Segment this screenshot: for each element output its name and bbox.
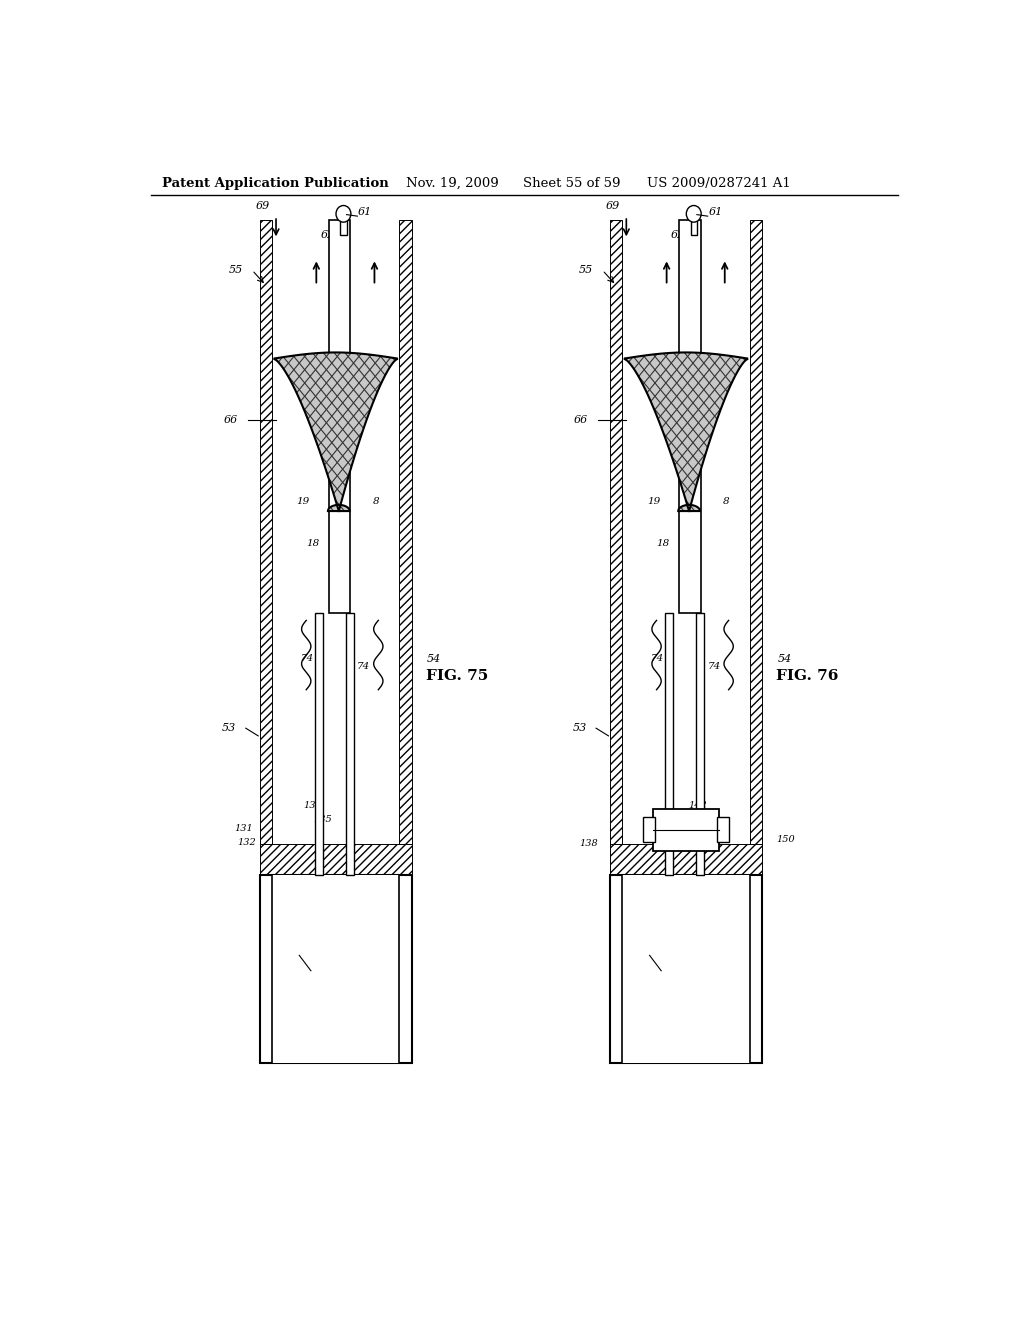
Bar [610,843,762,875]
Text: 132: 132 [238,838,256,846]
Bar [329,220,350,612]
Bar [260,220,272,843]
Bar [696,612,703,875]
Text: Patent Application Publication: Patent Application Publication [162,177,389,190]
Bar [272,875,399,1063]
Text: 55: 55 [579,265,593,275]
Text: 74: 74 [708,663,721,671]
Text: 142: 142 [688,801,707,809]
Bar [665,612,673,875]
Text: 8: 8 [373,496,379,506]
Bar [610,220,623,843]
Text: 54: 54 [777,653,792,664]
Text: 61: 61 [358,207,373,218]
Bar [610,875,762,1063]
Bar [346,612,353,875]
Text: 74: 74 [650,655,664,664]
Text: 18: 18 [656,539,670,548]
Text: 72: 72 [280,945,296,958]
Text: 19: 19 [647,496,660,506]
Text: Sheet 55 of 59: Sheet 55 of 59 [522,177,621,190]
Text: 66: 66 [574,416,589,425]
Text: 54: 54 [427,653,441,664]
Text: 55: 55 [228,265,243,275]
Text: 53: 53 [222,723,237,733]
Bar [340,218,346,235]
Text: 18: 18 [306,539,319,548]
Polygon shape [273,352,397,511]
Bar [679,220,700,612]
Ellipse shape [686,206,701,222]
Bar [750,220,762,843]
Text: 133: 133 [303,801,322,809]
Text: 69: 69 [606,201,621,211]
Bar [717,817,729,842]
Text: 19: 19 [297,496,310,506]
Text: 61: 61 [709,207,723,218]
Text: 74: 74 [300,655,313,664]
Text: 8: 8 [723,496,730,506]
Text: Nov. 19, 2009: Nov. 19, 2009 [406,177,499,190]
Bar [314,612,323,875]
Text: 62: 62 [671,231,685,240]
Text: 150: 150 [776,836,795,845]
Text: 74: 74 [357,663,371,671]
Text: 53: 53 [572,723,587,733]
Bar [623,875,750,1063]
Text: 131: 131 [234,824,254,833]
Bar [653,809,719,851]
Text: 135: 135 [313,814,332,824]
Polygon shape [624,352,748,511]
Text: FIG. 75: FIG. 75 [426,669,487,682]
Bar [260,875,412,1063]
Text: 138: 138 [580,840,598,849]
Bar [690,218,697,235]
Bar [643,817,655,842]
Text: 62: 62 [321,231,335,240]
Text: FIG. 76: FIG. 76 [776,669,839,682]
Bar [399,220,412,843]
Ellipse shape [336,206,351,222]
Text: 72: 72 [630,945,646,958]
Text: US 2009/0287241 A1: US 2009/0287241 A1 [647,177,791,190]
Text: 66: 66 [224,416,238,425]
Text: 69: 69 [256,201,270,211]
Text: 140: 140 [669,816,688,825]
Bar [260,843,412,875]
